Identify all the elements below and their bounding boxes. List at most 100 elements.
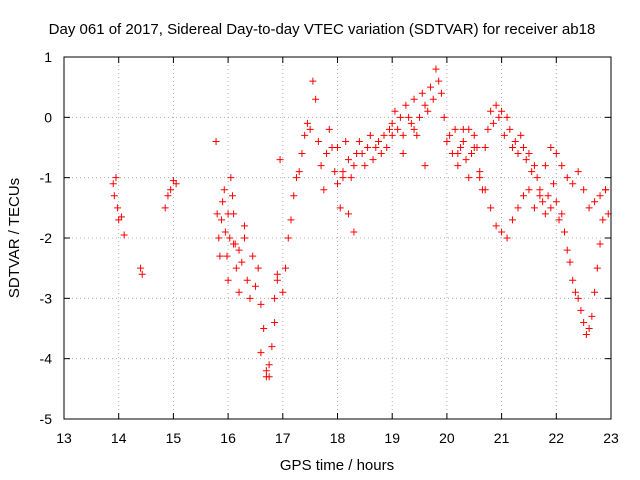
data-point — [262, 367, 270, 375]
data-point — [489, 119, 497, 127]
data-point — [525, 186, 533, 194]
data-point — [509, 216, 517, 224]
data-point — [212, 137, 220, 145]
data-point — [571, 288, 579, 296]
data-point — [221, 228, 229, 236]
data-point — [528, 168, 536, 176]
data-point — [547, 144, 555, 151]
data-point — [421, 162, 429, 170]
data-point — [271, 294, 279, 302]
data-point — [596, 192, 604, 200]
points-layer — [109, 65, 612, 381]
data-point — [114, 204, 122, 212]
data-point — [254, 264, 262, 272]
data-point — [388, 131, 396, 139]
data-point — [241, 222, 249, 230]
data-point — [339, 168, 347, 176]
data-point — [588, 312, 596, 320]
data-point — [569, 276, 577, 284]
data-point — [230, 240, 238, 248]
data-point — [476, 174, 484, 182]
data-point — [495, 113, 503, 121]
y-axis-title: SDTVAR / TECUs — [6, 178, 23, 298]
x-axis-title: GPS time / hours — [280, 457, 394, 474]
y-tick-label: -2 — [40, 230, 53, 246]
data-point — [161, 204, 169, 212]
data-point — [514, 150, 522, 158]
x-tick-label: 18 — [330, 430, 346, 446]
data-point — [347, 174, 355, 182]
data-point — [273, 276, 281, 284]
y-tick-label: -5 — [40, 411, 53, 427]
data-point — [550, 180, 558, 188]
data-point — [407, 119, 415, 127]
data-point — [552, 150, 560, 158]
data-point — [563, 246, 571, 254]
data-point — [137, 264, 145, 272]
tick-labels: 13 14 15 16 17 18 19 20 21 22 23 -5 -4 -3 -2 -1 0 1 — [40, 49, 619, 446]
x-tick-label: 14 — [111, 430, 127, 446]
data-point — [223, 252, 231, 260]
y-tick-label: -1 — [40, 170, 53, 186]
data-point — [525, 150, 533, 158]
data-point — [533, 174, 541, 182]
data-point — [331, 168, 339, 176]
data-point — [446, 131, 454, 139]
data-point — [602, 186, 610, 194]
data-point — [484, 125, 492, 133]
data-point — [276, 156, 284, 164]
data-point — [394, 125, 402, 133]
data-point — [366, 131, 374, 139]
data-point — [536, 192, 544, 200]
data-point — [228, 192, 236, 200]
data-point — [138, 270, 146, 278]
data-point — [112, 174, 120, 182]
data-point — [273, 270, 281, 278]
data-point — [465, 174, 473, 182]
data-point — [514, 204, 522, 212]
data-point — [547, 204, 555, 212]
data-point — [216, 252, 224, 260]
data-point — [279, 288, 287, 296]
data-point — [314, 137, 322, 145]
data-point — [580, 318, 588, 326]
data-point — [292, 174, 300, 182]
data-point — [476, 168, 484, 176]
data-point — [405, 113, 413, 121]
data-point — [334, 144, 341, 151]
data-point — [435, 77, 443, 85]
data-point — [110, 192, 118, 200]
data-point — [410, 95, 418, 103]
data-point — [306, 125, 314, 133]
grid-layer — [64, 57, 611, 419]
data-point — [364, 144, 372, 151]
x-tick-label: 19 — [384, 430, 400, 446]
data-point — [369, 156, 377, 164]
data-point — [312, 95, 320, 103]
data-point — [454, 150, 462, 158]
data-point — [593, 264, 601, 272]
data-point — [301, 131, 309, 139]
data-point — [421, 101, 429, 109]
data-point — [443, 137, 451, 145]
ticks-layer — [63, 56, 612, 420]
y-tick-label: 0 — [44, 109, 52, 125]
data-point — [481, 144, 489, 151]
data-point — [509, 144, 517, 151]
data-point — [522, 156, 530, 164]
data-point — [257, 300, 265, 308]
data-point — [402, 101, 410, 109]
data-point — [517, 131, 525, 139]
data-point — [530, 162, 538, 170]
data-point — [235, 288, 243, 296]
data-point — [309, 77, 317, 85]
data-point — [432, 65, 440, 73]
data-point — [271, 318, 279, 326]
x-tick-label: 13 — [56, 430, 72, 446]
data-point — [260, 325, 268, 332]
data-point — [213, 210, 221, 218]
data-point — [519, 144, 527, 151]
data-point — [336, 204, 344, 212]
data-point — [498, 228, 506, 236]
